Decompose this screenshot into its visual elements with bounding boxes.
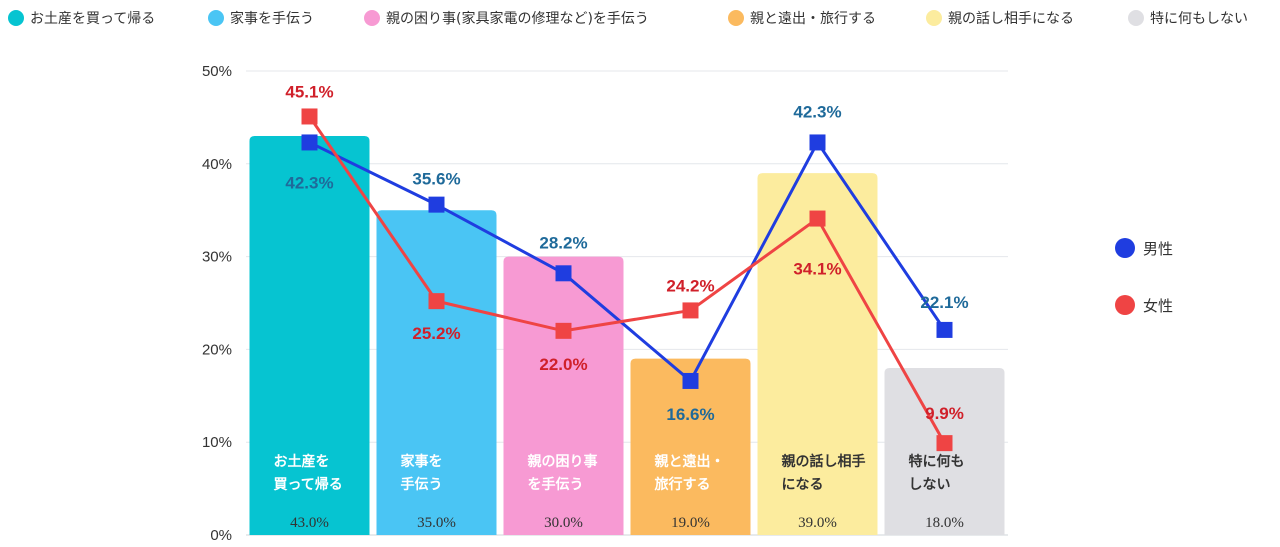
data-point-label: 42.3% — [285, 173, 333, 192]
data-point-marker — [936, 435, 953, 452]
legend-dot-icon — [8, 10, 24, 26]
data-point-label: 22.1% — [920, 293, 968, 312]
bar-category-label: お土産を — [274, 453, 330, 470]
y-tick-label: 20% — [202, 341, 232, 358]
bar — [884, 367, 1005, 535]
bar-value-label: 18.0% — [925, 515, 964, 531]
data-point-label: 16.6% — [666, 405, 714, 424]
series-line-female — [308, 115, 946, 444]
y-tick-label: 0% — [210, 527, 232, 544]
data-point-marker — [301, 134, 318, 151]
data-point-label: 35.6% — [412, 170, 460, 189]
bar-category-label: 旅行する — [655, 476, 711, 493]
legend-item: 家事を手伝う — [208, 8, 314, 28]
legend-dot-icon — [208, 10, 224, 26]
legend-dot-icon — [926, 10, 942, 26]
legend-label: 親の困り事(家具家電の修理など)を手伝う — [386, 11, 649, 27]
bar-category-label: 手伝う — [401, 476, 443, 493]
legend-label: お土産を買って帰る — [30, 11, 156, 27]
legend-item: 特に何もしない — [1128, 8, 1248, 28]
bar-category-label: 特に何も — [909, 453, 965, 470]
y-tick-label: 10% — [202, 434, 232, 451]
bar-category-label: 親の話し相手 — [782, 453, 866, 470]
data-point-marker — [936, 321, 953, 338]
bar — [376, 210, 497, 535]
data-point-marker — [555, 265, 572, 282]
series-legend-dot-icon — [1115, 238, 1135, 258]
legend-item: 親の話し相手になる — [926, 8, 1074, 28]
bar-value-label: 39.0% — [798, 515, 837, 531]
y-tick-label: 50% — [202, 63, 232, 80]
legend-label: 親の話し相手になる — [948, 11, 1074, 27]
y-tick-label: 40% — [202, 156, 232, 173]
legend-item: 親と遠出・旅行する — [728, 8, 876, 28]
legend-dot-icon — [364, 10, 380, 26]
legend-item: 親の困り事(家具家電の修理など)を手伝う — [364, 8, 649, 28]
data-point-label: 42.3% — [793, 102, 841, 121]
data-point-marker — [809, 134, 826, 151]
data-point-label: 24.2% — [666, 276, 714, 295]
legend-label: 家事を手伝う — [230, 11, 314, 27]
data-point-marker — [682, 302, 699, 319]
legend-item: お土産を買って帰る — [8, 8, 155, 28]
data-point-marker — [809, 210, 826, 227]
bar — [249, 135, 370, 535]
bar-value-label: 30.0% — [544, 515, 583, 531]
data-point-label: 9.9% — [925, 404, 964, 423]
legend-label: 特に何もしない — [1150, 11, 1248, 27]
data-point-label: 34.1% — [793, 260, 841, 279]
legend-dot-icon — [1128, 10, 1144, 26]
data-point-marker — [428, 293, 445, 310]
y-tick-label: 30% — [202, 249, 232, 266]
bar-value-label: 35.0% — [417, 515, 456, 531]
data-point-label: 22.0% — [539, 355, 587, 374]
bar-category-label: 買って帰る — [274, 476, 343, 493]
legend-label: 親と遠出・旅行する — [750, 11, 876, 27]
bar-category-label: しない — [909, 477, 951, 493]
series-legend-dot-icon — [1115, 295, 1135, 315]
data-point-label: 45.1% — [285, 82, 333, 101]
series-legend-label: 女性 — [1143, 297, 1173, 315]
bar-category-label: を手伝う — [528, 476, 584, 493]
bar — [757, 173, 878, 535]
bar-category-label: 親の困り事 — [528, 453, 598, 470]
series-line-male — [308, 140, 946, 383]
bar-category-label: 親と遠出・ — [655, 453, 725, 470]
bar-category-label: 家事を — [401, 453, 443, 470]
series-legend-label: 男性 — [1143, 240, 1173, 258]
bar-category-label: になる — [782, 477, 824, 493]
legend-dot-icon — [728, 10, 744, 26]
bar-value-label: 43.0% — [290, 515, 329, 531]
data-point-marker — [301, 108, 318, 125]
data-point-label: 28.2% — [539, 233, 587, 252]
data-point-marker — [555, 322, 572, 339]
bar — [503, 256, 624, 535]
chart-legend: お土産を買って帰る 家事を手伝う 親の困り事(家具家電の修理など)を手伝う 親と遠出・… — [0, 0, 1280, 34]
bar-value-label: 19.0% — [671, 515, 710, 531]
data-point-label: 25.2% — [412, 324, 460, 343]
bar — [630, 358, 751, 535]
data-point-marker — [682, 372, 699, 389]
data-point-marker — [428, 196, 445, 213]
